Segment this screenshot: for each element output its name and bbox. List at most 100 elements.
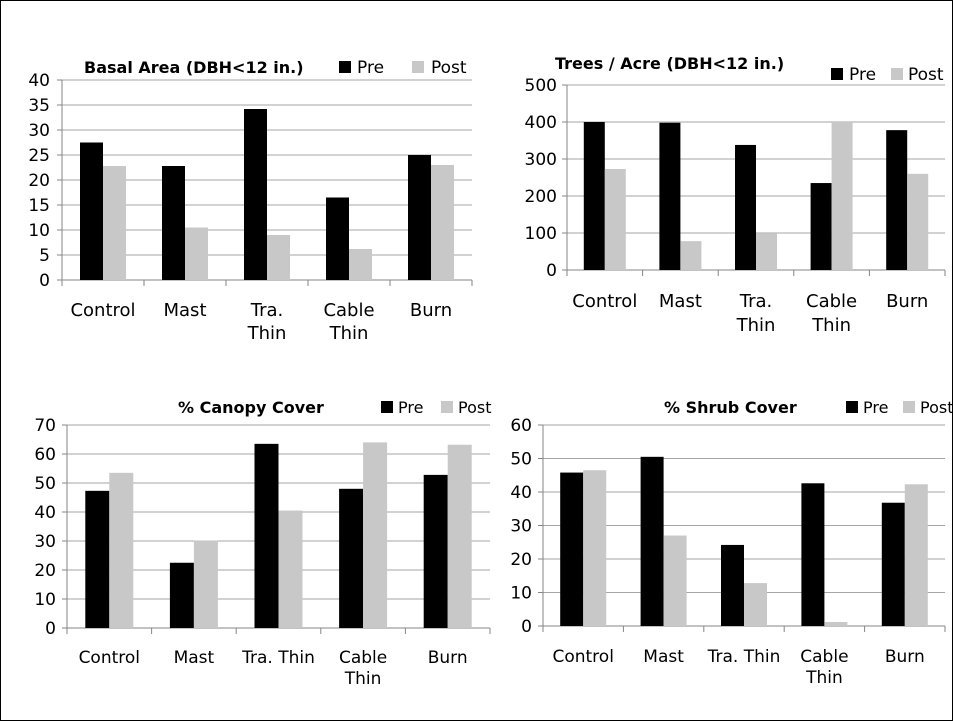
y-tick-label: 60 — [34, 445, 56, 465]
bar-pre-5 — [886, 130, 908, 270]
y-tick-label: 5 — [39, 246, 50, 266]
bar-pre-3 — [244, 109, 267, 280]
x-tick-label: Burn — [410, 300, 452, 321]
y-tick-label: 35 — [28, 96, 50, 116]
y-tick-label: 0 — [45, 619, 56, 639]
bar-pre-1 — [560, 472, 584, 626]
legend-label-post: Post — [920, 398, 953, 417]
bar-post-2 — [185, 227, 208, 280]
bar-post-1 — [109, 472, 134, 628]
y-tick-label: 50 — [510, 450, 532, 470]
bar-pre-3 — [735, 144, 756, 270]
y-tick-label: 30 — [510, 517, 532, 537]
bar-pre-4 — [339, 488, 364, 628]
x-tick-label: Control — [79, 648, 140, 668]
x-tick-label: Cable Thin — [323, 300, 374, 344]
x-tick-label: Cable Thin — [339, 648, 387, 689]
legend-swatch-post — [441, 401, 453, 413]
x-tick-label: Mast — [164, 300, 207, 321]
chart-2: 0 100 200 300 400 500 Control Mast Tra. Thin Cable… — [525, 54, 946, 336]
x-tick-label: Mast — [174, 648, 215, 668]
legend-label-post: Post — [431, 58, 467, 78]
y-tick-label: 40 — [510, 483, 532, 503]
y-tick-label: 0 — [39, 271, 50, 291]
bar-post-5 — [431, 165, 454, 280]
bar-post-4 — [831, 122, 853, 270]
y-tick-label: 10 — [34, 590, 56, 610]
y-tick-label: 10 — [510, 584, 532, 604]
x-tick-label: Cable Thin — [806, 291, 857, 336]
x-tick-label: Control — [572, 291, 637, 312]
bar-post-3 — [744, 583, 767, 626]
bar-post-3 — [756, 233, 777, 270]
bar-post-2 — [663, 535, 687, 626]
bar-pre-5 — [408, 155, 431, 280]
y-tick-label: 0 — [546, 261, 557, 281]
bar-pre-4 — [326, 197, 349, 280]
legend-swatch-post — [891, 68, 903, 80]
y-tick-label: 0 — [521, 617, 532, 637]
bar-post-4 — [349, 249, 372, 280]
y-tick-label: 20 — [28, 171, 50, 191]
chart-title: % Canopy Cover — [178, 398, 324, 417]
y-tick-label: 500 — [525, 76, 557, 96]
y-tick-label: 70 — [34, 416, 56, 436]
bar-pre-4 — [801, 483, 825, 626]
x-tick-label: Tra. Thin — [241, 648, 315, 668]
y-tick-label: 40 — [34, 503, 56, 523]
bar-post-1 — [604, 168, 626, 270]
x-tick-label: Tra. Thin — [247, 300, 287, 344]
bar-pre-1 — [583, 122, 605, 270]
y-tick-label: 25 — [28, 146, 50, 166]
x-tick-label: Burn — [886, 291, 928, 312]
bar-post-5 — [447, 444, 472, 628]
y-tick-label: 30 — [34, 532, 56, 552]
x-tick-label: Cable Thin — [800, 647, 848, 688]
legend-label-pre: Pre — [357, 58, 384, 78]
bar-pre-2 — [169, 562, 194, 628]
legend-swatch-pre — [846, 401, 858, 413]
x-tick-label: Burn — [428, 648, 468, 668]
bar-pre-1 — [80, 142, 103, 280]
x-tick-label: Mast — [659, 291, 702, 312]
chart-4: 0 10 20 30 40 50 60 Control Mast Tra. Thin Cable Th… — [510, 398, 953, 688]
bar-post-2 — [193, 540, 218, 628]
bar-pre-1 — [85, 490, 110, 628]
bar-pre-2 — [162, 166, 185, 280]
y-tick-label: 30 — [28, 121, 50, 141]
bar-post-1 — [583, 470, 607, 626]
legend-label-pre: Pre — [849, 65, 876, 85]
bar-post-3 — [267, 235, 290, 280]
legend-label-pre: Pre — [863, 398, 888, 417]
legend-label-post: Post — [908, 65, 944, 85]
bar-pre-3 — [254, 443, 279, 628]
y-tick-label: 400 — [525, 113, 557, 133]
chart-1: 0 5 10 15 20 25 30 35 40 Control Mast Tra. Thin Cable… — [28, 58, 473, 344]
bar-pre-2 — [640, 456, 664, 626]
bar-pre-4 — [810, 183, 832, 270]
legend-swatch-pre — [339, 61, 351, 73]
y-tick-label: 60 — [510, 416, 532, 436]
y-tick-label: 200 — [525, 187, 557, 207]
chart-title: % Shrub Cover — [664, 398, 797, 417]
x-tick-label: Tra. Thin — [736, 291, 776, 336]
legend-label-post: Post — [458, 398, 491, 417]
x-tick-label: Mast — [643, 647, 684, 667]
x-tick-label: Burn — [885, 647, 925, 667]
bar-pre-5 — [423, 474, 448, 628]
y-tick-label: 300 — [525, 150, 557, 170]
y-tick-label: 100 — [525, 224, 557, 244]
chart-title: Trees / Acre (DBH<12 in.) — [555, 54, 784, 73]
legend-swatch-pre — [831, 68, 843, 80]
legend-swatch-post — [412, 61, 424, 73]
y-tick-label: 10 — [28, 221, 50, 241]
y-tick-label: 20 — [510, 550, 532, 570]
y-tick-label: 40 — [28, 71, 50, 91]
x-tick-label: Control — [70, 300, 135, 321]
bar-pre-5 — [881, 502, 905, 626]
bar-post-1 — [103, 166, 126, 280]
y-tick-label: 15 — [28, 196, 50, 216]
bar-post-4 — [363, 442, 388, 628]
bar-post-5 — [907, 173, 929, 270]
